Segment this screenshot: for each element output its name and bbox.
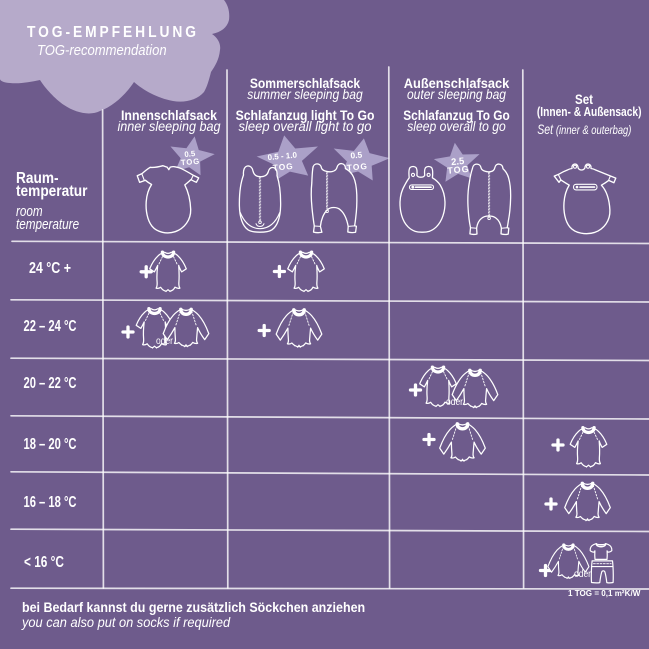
svg-text:TOG: TOG [447,164,470,176]
svg-text:TOG: TOG [181,157,201,168]
svg-text:0.5: 0.5 [184,149,196,159]
svg-text:2.5: 2.5 [451,156,466,168]
svg-text:TOG: TOG [272,161,294,173]
svg-text:0.5 - 1.0: 0.5 - 1.0 [267,150,298,162]
svg-text:0.5: 0.5 [350,149,363,160]
svg-text:TOG: TOG [346,161,368,173]
